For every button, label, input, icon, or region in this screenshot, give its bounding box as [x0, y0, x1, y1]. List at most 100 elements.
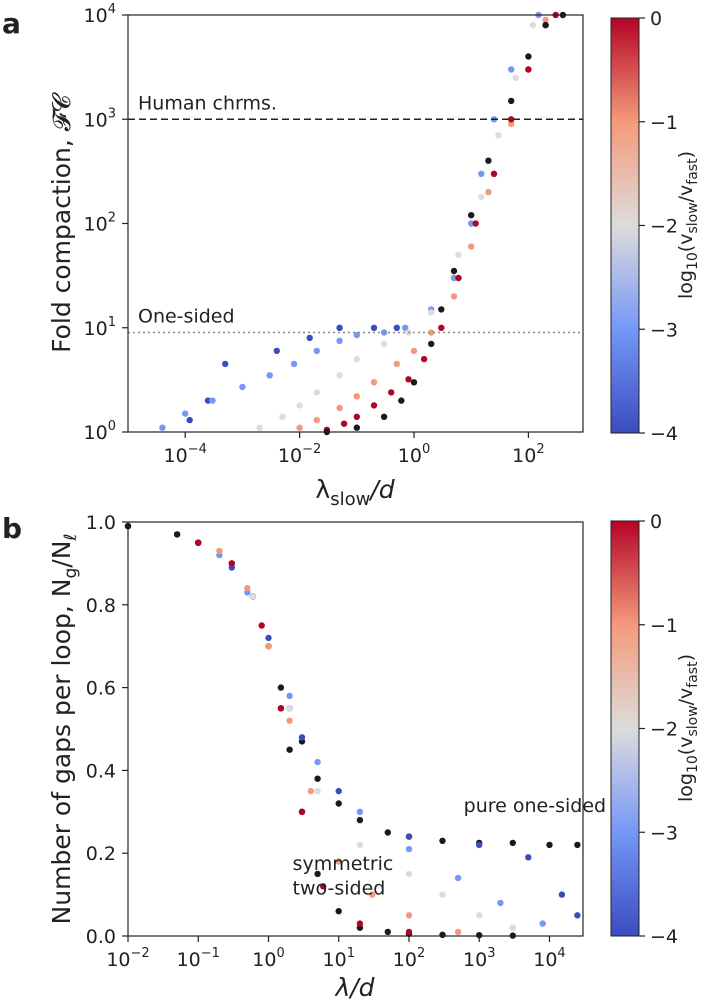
panel-b-point	[525, 854, 532, 861]
panel-a-point	[410, 347, 418, 355]
panel-b-point	[286, 692, 293, 700]
panel-b-colorbar-ticks: 0 −1 −2 −3 −4	[639, 511, 678, 948]
panel-b-point	[173, 531, 181, 538]
panel-a-y-tick-label: 102	[84, 211, 116, 236]
panel-a-letter: a	[2, 7, 21, 40]
panel-a-point	[393, 360, 400, 368]
panel-a-point	[370, 379, 378, 386]
panel-b-point	[320, 883, 327, 890]
panel-a-colorbar-tick-label: −3	[650, 319, 678, 341]
panel-a-point	[410, 379, 418, 386]
panel-b-point	[286, 705, 293, 712]
panel-a-point	[438, 306, 445, 313]
panel-a-point	[256, 424, 263, 431]
panel-b-colorbar-label: log10(vslow/vfast)	[675, 654, 701, 802]
panel-a-point	[542, 16, 549, 23]
panel-b-y-tick-label: 1.0	[86, 512, 116, 534]
panel-b-point	[307, 787, 314, 795]
panel-b-colorbar	[610, 520, 640, 937]
panel-a-point	[428, 309, 435, 316]
panel-a-point	[336, 337, 343, 344]
panel-a-point	[485, 157, 492, 164]
panel-a-point	[438, 324, 445, 331]
panel-b-point	[369, 891, 376, 898]
panel-b-point	[314, 775, 321, 782]
panel-b-annotation: symmetric	[293, 853, 394, 875]
panel-b-point	[454, 928, 462, 936]
panel-a-point	[525, 53, 532, 60]
panel-b-point	[454, 874, 462, 882]
panel-b-point	[314, 870, 321, 878]
panel-a-y-tick-label: 103	[84, 106, 116, 131]
panel-b-annotation: two-sided	[293, 878, 386, 900]
panel-a-point	[306, 334, 313, 342]
panel-a-point	[508, 120, 515, 128]
panel-a-point	[455, 274, 462, 282]
panel-b-y-tick-label: 0.6	[86, 678, 116, 700]
panel-b-annotation: pure one-sided	[464, 795, 606, 817]
panel-a-point	[468, 212, 475, 219]
panel-b-point	[574, 912, 581, 919]
panel-b-x-tick-label: 101	[323, 946, 355, 971]
panel-a-point	[279, 413, 286, 420]
panel-a-point	[450, 267, 458, 275]
panel-a-x-tick-label: 102	[512, 442, 544, 467]
panel-b-point	[356, 841, 364, 849]
panel-a-point	[495, 132, 502, 139]
panel-a-point	[398, 397, 405, 404]
panel-b-point	[258, 622, 265, 629]
panel-b-point	[298, 734, 306, 741]
panel-a-point	[336, 324, 343, 331]
panel-b-point	[335, 858, 342, 865]
panel-a-point	[159, 424, 166, 431]
panel-b-point	[476, 841, 483, 849]
panel-b-point	[314, 787, 321, 795]
panel-b-colorbar-tick-label: 0	[650, 511, 662, 533]
panel-a-colorbar-label: log10(vslow/vfast)	[675, 151, 701, 299]
panel-b-x-tick-label: 102	[393, 946, 425, 971]
panel-a-point	[222, 360, 229, 368]
panel-a-point	[508, 116, 515, 123]
panel-a-point	[313, 389, 320, 396]
panel-b-point	[405, 928, 413, 936]
panel-a-point	[313, 416, 320, 424]
panel-b-point	[405, 845, 413, 853]
panel-b-x-tick-label: 103	[463, 946, 495, 971]
panel-a-y-tick-label: 100	[84, 419, 116, 444]
panel-b-point	[228, 560, 235, 567]
panel-b-x-axis-title: λ/d	[333, 973, 374, 1002]
panel-a-x-tick-label: 10−4	[164, 442, 207, 467]
panel-b-point	[277, 684, 285, 691]
panel-b-y-tick-label: 0.0	[86, 926, 116, 948]
panel-a-point	[508, 97, 515, 105]
panel-a-point	[450, 274, 458, 282]
panel-b-point	[539, 920, 546, 927]
panel-a-point	[468, 220, 475, 227]
panel-a-point	[450, 293, 458, 300]
panel-a-colorbar-tick-label: −1	[650, 112, 678, 134]
panel-a-point	[340, 420, 348, 427]
panel-a-point	[370, 402, 378, 409]
panel-a-point	[353, 393, 360, 400]
panel-a-point	[402, 324, 409, 331]
panel-b-point	[439, 891, 446, 898]
panel-a-y-axis-title: Fold compaction, 𝓕𝓒	[47, 92, 76, 353]
panel-b-point	[439, 837, 446, 844]
panel-a-point	[455, 251, 462, 259]
panel-b-point	[574, 841, 581, 849]
panel-a-colorbar-tick-label: −4	[650, 423, 678, 445]
panel-a-point	[512, 74, 519, 82]
panel-b-point	[277, 705, 285, 712]
panel-a-point	[478, 193, 485, 201]
panel-b-point	[265, 634, 272, 642]
panel-b-point	[476, 932, 483, 939]
panel-a-point	[405, 376, 412, 383]
panel-a-reference-label: Human chrms.	[138, 92, 277, 114]
panel-b-point	[405, 833, 413, 840]
panel-b-y-axis-title: Number of gaps per loop, Ng/Nℓ	[47, 534, 81, 925]
panel-b-colorbar-tick-label: −2	[650, 719, 678, 741]
panel-a-colorbar	[610, 17, 640, 434]
panel-b-point	[286, 717, 293, 724]
panel-a-point	[209, 397, 216, 404]
